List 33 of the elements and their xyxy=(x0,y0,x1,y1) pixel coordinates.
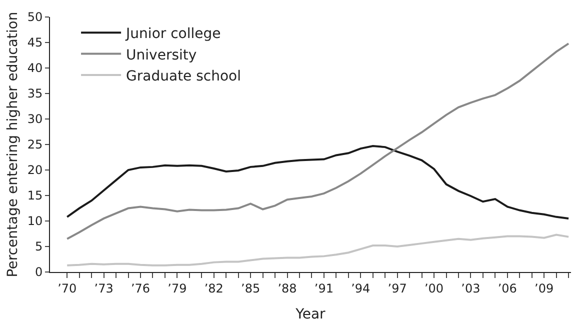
x-tick-label: ’79 xyxy=(168,281,187,296)
legend-label: Junior college xyxy=(125,26,221,42)
y-tick-label: 25 xyxy=(27,138,43,152)
y-axis-title: Percentage entering higher education xyxy=(4,12,21,278)
y-tick-label: 10 xyxy=(27,214,43,228)
y-tick-label: 45 xyxy=(27,36,43,50)
line-series xyxy=(66,42,570,240)
x-tick-label: ’00 xyxy=(424,281,444,296)
y-tick-label: 50 xyxy=(27,10,43,24)
y-tick-label: 30 xyxy=(27,112,43,126)
y-tick-label: 15 xyxy=(27,188,43,203)
line-series xyxy=(66,145,570,220)
y-tick-label: 0 xyxy=(34,265,43,280)
x-tick-label: ’76 xyxy=(130,281,150,296)
line-series xyxy=(66,234,570,266)
y-tick-label: 20 xyxy=(27,163,43,178)
y-tick-label: 40 xyxy=(27,61,43,76)
x-tick-label: ’91 xyxy=(314,281,334,296)
x-tick-label: ’88 xyxy=(278,281,297,296)
x-tick-label: ’82 xyxy=(204,281,224,296)
y-tick-label: 5 xyxy=(34,240,43,254)
x-tick-label: ’06 xyxy=(498,281,517,296)
x-tick-label: ’09 xyxy=(534,281,554,296)
y-tick-label: 35 xyxy=(27,86,43,101)
legend-label: University xyxy=(126,47,197,64)
x-tick-label: ’97 xyxy=(388,281,407,296)
x-axis-title: Year xyxy=(294,306,326,323)
x-tick-label: ’73 xyxy=(94,281,114,296)
x-tick-label: ’70 xyxy=(58,281,77,296)
x-tick-label: ’03 xyxy=(461,281,480,296)
legend-label: Graduate school xyxy=(126,68,242,84)
x-tick-label: ’94 xyxy=(351,281,370,296)
x-tick-label: ’85 xyxy=(241,281,260,296)
